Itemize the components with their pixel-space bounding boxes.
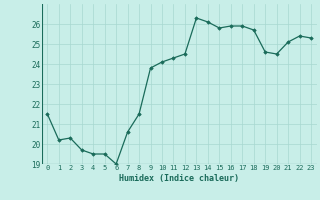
X-axis label: Humidex (Indice chaleur): Humidex (Indice chaleur) — [119, 174, 239, 183]
